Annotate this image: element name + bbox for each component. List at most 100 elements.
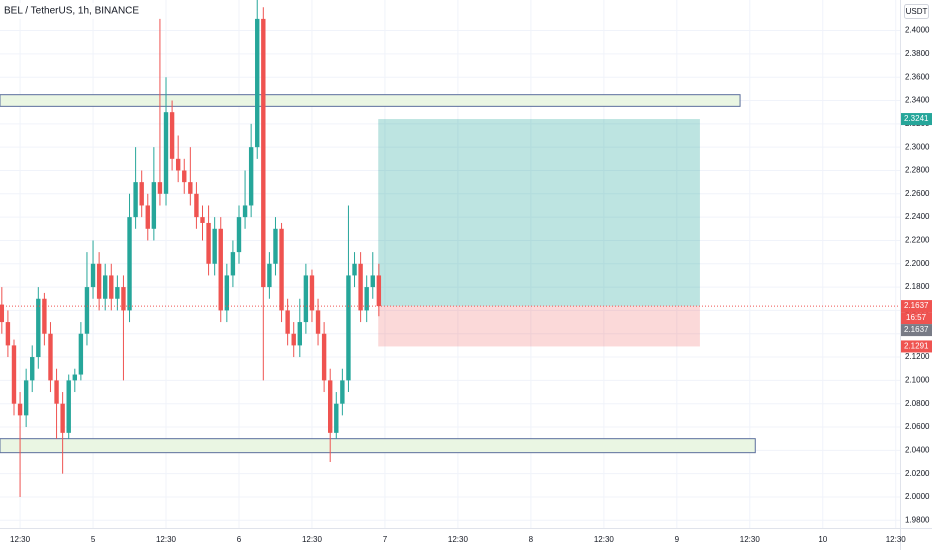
y-tick-label: 2.2200 — [905, 236, 930, 245]
x-tick-label: 7 — [383, 535, 388, 544]
loss-zone — [378, 306, 700, 347]
y-tick-label: 2.0600 — [905, 422, 930, 431]
stop-price-label-background — [901, 340, 932, 353]
candle-body — [17, 403, 23, 416]
candle-body — [0, 304, 5, 323]
y-tick-label: 2.0400 — [905, 445, 930, 454]
candle-body — [261, 18, 266, 288]
y-tick-label: 2.1800 — [905, 282, 930, 291]
candle-body — [255, 18, 260, 148]
candle-body — [42, 298, 47, 334]
candle-body — [60, 403, 65, 433]
candle-body — [370, 275, 375, 288]
plot-area — [0, 0, 900, 497]
candle-body — [151, 182, 157, 229]
candle-body — [285, 310, 290, 334]
candle-body — [139, 182, 144, 206]
candle-body — [157, 182, 163, 194]
candle-body — [194, 193, 199, 218]
candle-body — [236, 217, 242, 253]
x-tick-label: 12:30 — [448, 535, 469, 544]
currency-button[interactable] — [904, 4, 929, 19]
candle-body — [328, 380, 333, 433]
candle-body — [218, 228, 223, 311]
y-tick-label: 2.0200 — [905, 469, 930, 478]
candle-body — [133, 182, 138, 218]
y-tick-label: 2.3400 — [905, 96, 930, 105]
title-background — [0, 3, 140, 19]
x-tick-label: 10 — [818, 535, 827, 544]
y-tick-label: 2.3800 — [905, 49, 930, 58]
y-tick-label: 2.2000 — [905, 259, 930, 268]
support-resistance-zone — [0, 438, 756, 454]
candle-body — [84, 287, 90, 334]
y-tick-label: 2.0800 — [905, 399, 930, 408]
y-tick-label: 2.0000 — [905, 492, 930, 501]
candle-body — [200, 217, 205, 223]
candle-body — [103, 275, 108, 299]
candle-body — [291, 333, 296, 346]
target-price-label: 2.3241 — [904, 114, 929, 123]
profit-zone — [378, 119, 700, 307]
candle-body — [212, 228, 217, 264]
x-tick-label: 8 — [529, 535, 534, 544]
x-tick-label: 9 — [675, 535, 680, 544]
candle-body — [145, 205, 150, 229]
candle-body — [248, 147, 254, 206]
candle-body — [309, 275, 315, 311]
candle-body — [175, 158, 181, 171]
countdown-label: 16:57 — [906, 313, 927, 322]
candle-body — [352, 263, 357, 276]
candle-body — [188, 182, 193, 194]
candle-body — [242, 205, 248, 218]
x-tick-label: 12:30 — [156, 535, 177, 544]
candle-body — [376, 275, 382, 307]
candle-body — [297, 322, 302, 346]
y-tick-label: 2.2600 — [905, 189, 930, 198]
candle-body — [315, 310, 321, 334]
support-resistance-zone — [0, 94, 741, 107]
candle-body — [96, 263, 102, 299]
y-tick-label: 1.9800 — [905, 515, 930, 524]
candle-body — [121, 287, 126, 311]
y-tick-label: 2.1000 — [905, 375, 930, 384]
candle-body — [267, 263, 272, 288]
candle-body — [206, 222, 211, 264]
y-tick-label: 2.2400 — [905, 212, 930, 221]
stop-price-label: 2.1291 — [904, 342, 929, 351]
chart-title: BEL / TetherUS, 1h, BINANCE — [4, 6, 139, 17]
x-tick-label: 12:30 — [594, 535, 615, 544]
x-tick-label: 6 — [237, 535, 242, 544]
candle-body — [72, 374, 77, 381]
candle-body — [66, 380, 71, 433]
candle-body — [54, 380, 59, 404]
last-price-label: 2.1637 — [904, 325, 929, 334]
candle-body — [279, 228, 284, 311]
candle-body — [30, 357, 35, 381]
candle-body — [163, 112, 169, 194]
candle-body — [230, 252, 236, 276]
candle-body — [364, 287, 369, 311]
entry-price-label-background — [901, 300, 932, 313]
candle-body — [224, 275, 230, 311]
currency-label[interactable]: USDT — [906, 7, 928, 16]
candle-body — [358, 263, 363, 311]
target-price-label-background — [901, 113, 932, 126]
candle-body — [169, 112, 175, 159]
candle-body — [23, 380, 29, 416]
x-tick-label: 12:30 — [740, 535, 761, 544]
countdown-background — [901, 312, 932, 325]
candle-body — [5, 322, 11, 346]
candle-body — [303, 275, 309, 323]
candle-body — [182, 170, 187, 183]
candle-body — [90, 263, 96, 288]
candle-body — [115, 287, 120, 299]
candle-body — [109, 275, 114, 299]
axes: 1.9800 2.0000 2.0200 2.0400 2.0600 2.0800 2.10… — [10, 26, 932, 544]
candle-body — [340, 380, 345, 404]
candle-body — [346, 275, 351, 381]
candle-body — [78, 333, 84, 375]
x-tick-label: 12:30 — [886, 535, 907, 544]
